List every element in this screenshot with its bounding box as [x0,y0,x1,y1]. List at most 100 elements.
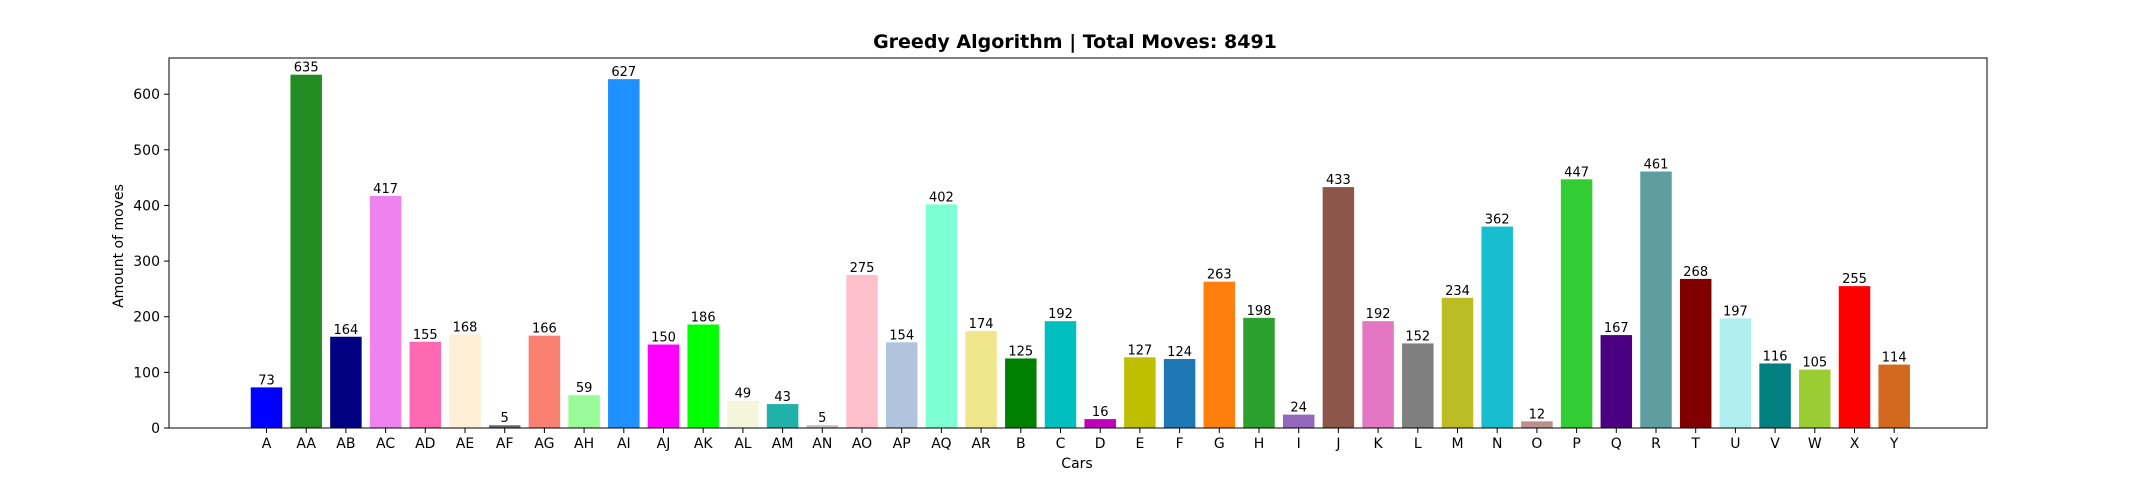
bar-u [1719,318,1752,428]
x-tick-label: U [1730,436,1740,452]
bar-an [806,425,839,428]
x-tick-label: AP [893,436,911,452]
bar-c [1044,321,1077,428]
bar-value-label: 164 [333,323,358,338]
x-tick-label: AO [852,436,872,452]
y-axis-label: Amount of moves [111,184,127,308]
bar-value-label: 73 [258,373,275,388]
x-tick-label: AF [496,436,514,452]
bar-value-label: 263 [1207,268,1232,283]
y-tick-label: 400 [133,198,160,214]
bar-w [1799,369,1831,428]
x-tick-label: N [1492,436,1502,452]
bar-value-label: 105 [1802,356,1827,371]
x-tick-label: J [1335,436,1340,452]
bar-value-label: 198 [1247,304,1272,319]
x-tick-label: C [1056,436,1066,452]
bar-value-label: 192 [1366,307,1391,322]
y-tick-label: 500 [133,143,160,159]
x-tick-label: T [1690,436,1700,452]
x-tick-label: D [1095,436,1106,452]
x-tick-label: P [1572,436,1580,452]
bar-t [1679,278,1712,428]
bar-ar [965,331,997,428]
x-tick-label: L [1414,436,1422,452]
bar-value-label: 49 [735,387,752,402]
x-tick-label: AL [734,436,752,452]
x-tick-label: G [1214,436,1225,452]
bar-ab [330,336,362,428]
bar-ap [885,342,918,428]
bar-m [1441,297,1474,428]
x-tick-label: AH [574,436,594,452]
bar-l [1402,343,1434,428]
bar-value-label: 461 [1644,158,1669,173]
bar-value-label: 635 [294,61,319,76]
bar-x [1838,286,1871,428]
bar-ai [608,79,640,429]
x-axis-label: Cars [1061,456,1092,472]
bar-value-label: 16 [1092,405,1109,420]
bar-ak [687,324,719,428]
bar-r [1640,171,1672,428]
bar-y [1878,364,1910,428]
bar-value-label: 5 [501,411,509,426]
bar-ac [369,195,402,428]
x-tick-label: AA [296,436,316,452]
bar-value-label: 234 [1445,284,1470,299]
bar-value-label: 150 [651,331,676,346]
bar-value-label: 154 [889,328,914,343]
bar-value-label: 59 [576,381,593,396]
x-tick-label: K [1374,436,1384,452]
y-tick-label: 200 [133,310,160,326]
bars-group [250,74,1910,429]
bar-value-label: 116 [1763,349,1788,364]
bar-al [727,400,759,428]
bar-ah [568,395,600,428]
x-tick-label: AC [376,436,395,452]
bar-af [488,425,521,428]
bar-n [1481,226,1513,428]
x-tick-label: W [1808,436,1822,452]
bar-aj [647,344,680,428]
x-tick-label: AD [415,436,435,452]
bar-value-label: 125 [1008,344,1033,359]
x-tick-label: A [262,436,272,452]
bar-o [1521,421,1553,428]
bar-value-label: 197 [1723,304,1748,319]
bar-value-label: 166 [532,322,557,337]
bar-value-label: 168 [453,321,478,336]
bar-p [1560,179,1593,428]
bar-value-label: 152 [1405,329,1430,344]
bar-aa [290,74,322,429]
bar-value-label: 192 [1048,307,1073,322]
bar-ae [449,334,481,428]
x-tick-label: B [1016,436,1026,452]
bar-i [1282,414,1315,428]
bar-value-label: 275 [850,261,875,276]
bar-am [766,404,799,428]
x-tick-label: R [1651,436,1661,452]
x-tick-label: F [1176,436,1184,452]
bar-a [250,387,283,428]
bar-labels-group: 73 635 164 417 155 168 5 166 59 627 150 186 49 43 5 275… [258,61,1906,427]
x-tick-label: E [1135,436,1144,452]
x-tick-label: AM [772,436,794,452]
x-tick-label: AE [456,436,474,452]
bar-value-label: 167 [1604,321,1629,336]
x-tick-label: I [1297,436,1301,452]
bar-h [1243,317,1275,428]
x-tick-label: AR [971,436,991,452]
bar-e [1124,357,1156,428]
bar-value-label: 186 [691,311,716,326]
x-tick-label: AQ [931,436,951,452]
bar-value-label: 5 [818,411,826,426]
bar-value-label: 12 [1529,407,1546,422]
bar-j [1322,187,1355,428]
bar-value-label: 417 [373,182,398,197]
x-tick-label: AK [694,436,714,452]
bar-b [1005,358,1037,428]
chart-title: Greedy Algorithm | Total Moves: 8491 [873,31,1277,53]
bar-value-label: 627 [611,65,636,80]
x-tick-label: V [1770,436,1780,452]
